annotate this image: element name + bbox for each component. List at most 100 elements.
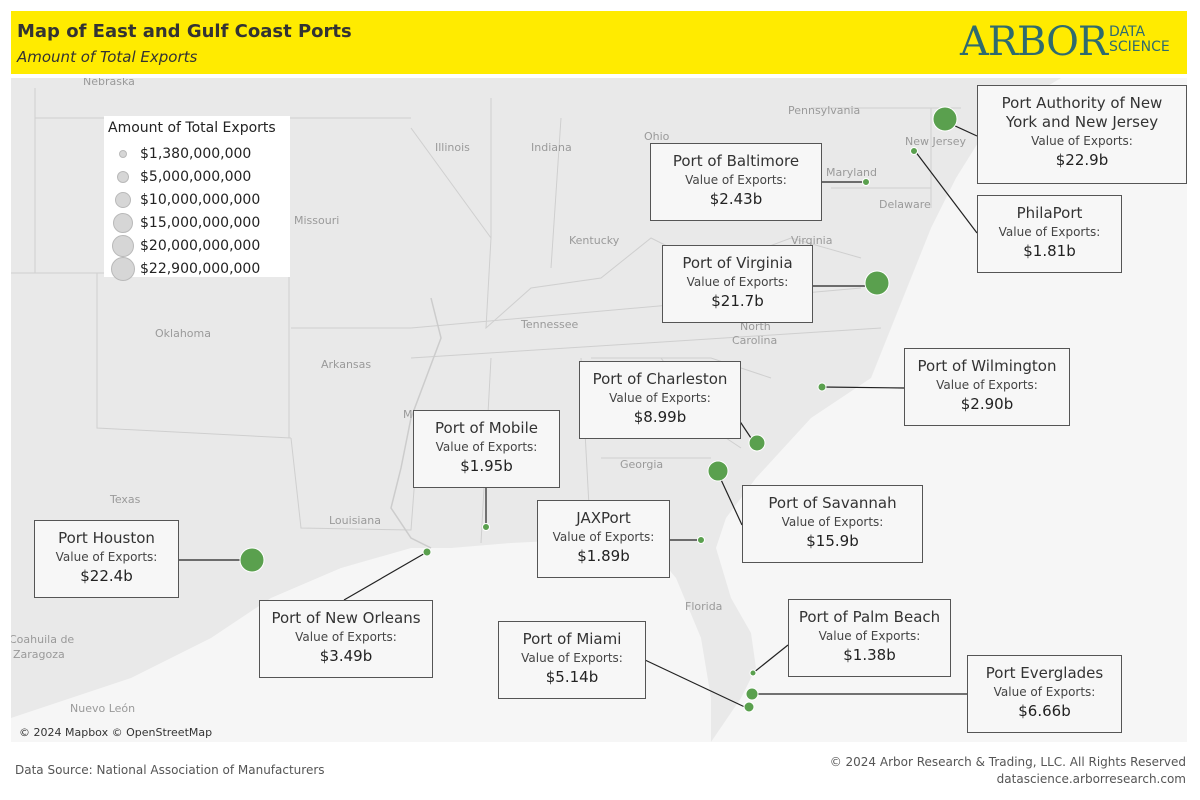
legend-size-marker	[119, 150, 127, 158]
legend-label: $20,000,000,000	[140, 238, 261, 254]
size-legend: Amount of Total Exports $1,380,000,000 $…	[104, 116, 290, 281]
page-title: Map of East and Gulf Coast Ports	[17, 21, 352, 42]
port-callout-miami[interactable]: Port of Miami Value of Exports: $5.14b	[498, 621, 646, 699]
state-label: Virginia	[791, 234, 833, 247]
port-name: Port Everglades	[985, 664, 1104, 682]
state-label: Pennsylvania	[788, 104, 861, 117]
legend-label: $22,900,000,000	[140, 261, 261, 277]
port-name: Port of Baltimore	[672, 152, 800, 170]
state-label: Louisiana	[329, 514, 381, 527]
state-label: Georgia	[620, 458, 664, 471]
legend-item: $10,000,000,000	[108, 190, 290, 212]
state-label: Illinois	[435, 141, 470, 154]
port-value: $2.90b	[960, 395, 1014, 413]
legend-label: $1,380,000,000	[140, 146, 252, 162]
state-label: Oklahoma	[155, 327, 211, 340]
map-attribution[interactable]: © 2024 Mapbox © OpenStreetMap	[19, 726, 213, 739]
port-value: $1.89b	[577, 547, 630, 565]
port-caption: Value of Exports:	[686, 275, 789, 289]
port-value: $6.66b	[1018, 702, 1071, 720]
port-callout-wilmington[interactable]: Port of Wilmington Value of Exports: $2.…	[904, 348, 1070, 426]
port-name: Port of Savannah	[768, 494, 897, 512]
port-value: $15.9b	[806, 532, 859, 550]
header-banner: Map of East and Gulf Coast Ports Amount …	[11, 11, 1187, 74]
port-caption: Value of Exports:	[781, 515, 884, 529]
state-label: Florida	[685, 600, 723, 613]
state-label: Tennessee	[521, 318, 579, 331]
legend-label: $15,000,000,000	[140, 215, 261, 231]
port-name: Port of Miami	[522, 630, 622, 648]
state-label: Indiana	[531, 141, 572, 154]
state-label: Coahuila de	[11, 633, 75, 646]
port-caption: Value of Exports:	[685, 173, 787, 187]
port-callout-virginia[interactable]: Port of Virginia Value of Exports: $21.7…	[662, 245, 813, 323]
port-value: $22.4b	[80, 567, 133, 585]
state-label: Carolina	[732, 334, 778, 347]
legend-label: $5,000,000,000	[140, 169, 252, 185]
port-caption: Value of Exports:	[55, 550, 158, 564]
data-source: Data Source: National Association of Man…	[15, 763, 325, 777]
state-label: Nuevo León	[70, 702, 136, 715]
port-name: Port Houston	[58, 529, 155, 547]
port-callout-savannah[interactable]: Port of Savannah Value of Exports: $15.9…	[742, 485, 923, 563]
port-value: $5.14b	[545, 668, 599, 686]
port-callout-charleston[interactable]: Port of Charleston Value of Exports: $8.…	[579, 361, 741, 439]
legend-item: $22,900,000,000	[108, 257, 290, 281]
port-callout-everglades[interactable]: Port Everglades Value of Exports: $6.66b	[967, 655, 1122, 733]
port-caption: Value of Exports:	[521, 651, 623, 665]
page-subtitle: Amount of Total Exports	[17, 48, 198, 66]
port-name: Port of Palm Beach	[798, 608, 941, 626]
port-value: $2.43b	[709, 190, 763, 208]
legend-item: $5,000,000,000	[108, 167, 290, 189]
port-caption: Value of Exports:	[435, 440, 538, 454]
port-callout-houston[interactable]: Port Houston Value of Exports: $22.4b	[34, 520, 179, 598]
legend-item: $20,000,000,000	[108, 235, 290, 258]
state-label: Arkansas	[321, 358, 372, 371]
state-label: Maryland	[826, 166, 878, 179]
port-name: Port of Mobile	[435, 419, 538, 437]
footer-url[interactable]: datascience.arborresearch.com	[996, 772, 1186, 786]
port-caption: Value of Exports:	[936, 378, 1038, 392]
port-caption: Value of Exports:	[818, 629, 921, 643]
copyright-text: © 2024 Arbor Research & Trading, LLC. Al…	[829, 755, 1186, 769]
port-value: $21.7b	[711, 292, 764, 310]
port-value: $8.99b	[633, 408, 687, 426]
legend-size-marker	[112, 235, 134, 257]
state-label: Ohio	[644, 130, 670, 143]
legend-label: $10,000,000,000	[140, 192, 261, 208]
port-callout-new-orleans[interactable]: Port of New Orleans Value of Exports: $3…	[259, 600, 433, 678]
legend-item: $1,380,000,000	[108, 144, 290, 166]
logo-wordmark: ARBOR	[959, 19, 1108, 65]
port-value: $1.95b	[460, 457, 513, 475]
port-name: Port of New Orleans	[271, 609, 421, 627]
port-name: PhilaPort	[1016, 204, 1083, 222]
state-label: North	[740, 320, 771, 333]
port-caption: Value of Exports:	[998, 225, 1101, 239]
port-name: Port Authority of New York and New Jerse…	[1001, 94, 1163, 131]
port-name: Port of Wilmington	[917, 357, 1057, 375]
map-canvas[interactable]: Nebraska Illinois Indiana Ohio Pennsylva…	[11, 78, 1187, 742]
port-callout-mobile[interactable]: Port of Mobile Value of Exports: $1.95b	[413, 410, 560, 488]
state-label: Missouri	[294, 214, 340, 227]
port-callout-palm-beach[interactable]: Port of Palm Beach Value of Exports: $1.…	[788, 599, 951, 677]
port-value: $1.38b	[843, 646, 896, 664]
port-name: Port of Virginia	[682, 254, 793, 272]
port-caption: Value of Exports:	[552, 530, 655, 544]
port-name: Port of Charleston	[592, 370, 728, 388]
legend-size-marker	[115, 192, 131, 208]
arbor-logo: ARBOR DATA SCIENCE	[960, 19, 1181, 65]
port-caption: Value of Exports:	[609, 391, 711, 405]
port-callout-baltimore[interactable]: Port of Baltimore Value of Exports: $2.4…	[650, 143, 822, 221]
port-caption: Value of Exports:	[295, 630, 397, 644]
port-name: JAXPort	[576, 509, 631, 527]
state-label: Delaware	[879, 198, 931, 211]
port-callout-new-york[interactable]: Port Authority of New York and New Jerse…	[977, 85, 1187, 184]
legend-size-marker	[111, 257, 135, 281]
port-value: $1.81b	[1023, 242, 1076, 260]
port-callout-jaxport[interactable]: JAXPort Value of Exports: $1.89b	[537, 500, 670, 578]
state-label: Texas	[110, 493, 141, 506]
logo-sub-science: SCIENCE	[1109, 39, 1170, 55]
port-callout-philaport[interactable]: PhilaPort Value of Exports: $1.81b	[977, 195, 1122, 273]
legend-size-marker	[113, 213, 133, 233]
port-caption: Value of Exports:	[993, 685, 1096, 699]
